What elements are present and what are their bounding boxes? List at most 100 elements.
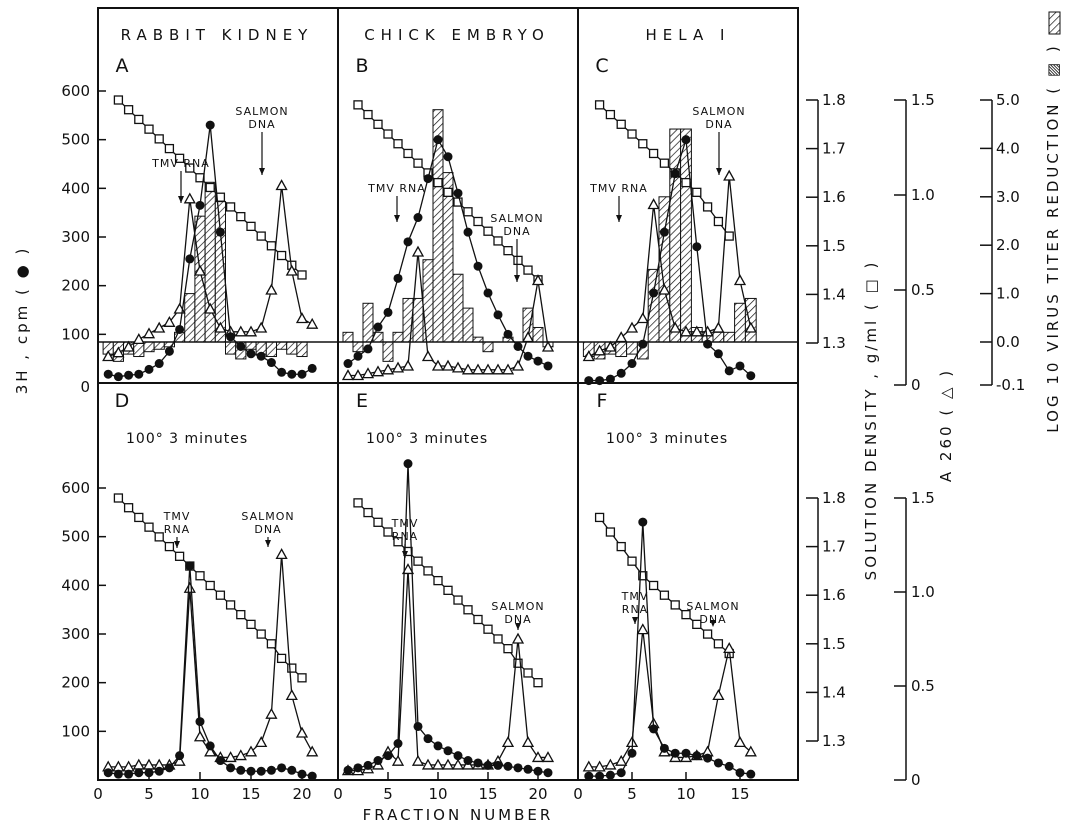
cpm-point bbox=[543, 361, 553, 371]
a260-point bbox=[531, 274, 545, 286]
density-point bbox=[236, 211, 246, 222]
cpm-point bbox=[154, 766, 164, 776]
virus-tick-label: -0.1 bbox=[996, 376, 1025, 394]
a260-point bbox=[636, 312, 649, 324]
a260-point bbox=[604, 758, 617, 770]
a260-point bbox=[647, 198, 660, 210]
cpm-point bbox=[124, 370, 134, 380]
density-tick-label: 1.4 bbox=[822, 285, 846, 303]
virus-bar bbox=[392, 331, 404, 343]
cpm-point bbox=[433, 741, 443, 751]
density-point bbox=[605, 527, 616, 537]
virus-bar bbox=[615, 341, 628, 358]
virus-bar bbox=[194, 215, 206, 343]
cpm-point bbox=[473, 261, 483, 271]
cpm-point bbox=[584, 771, 594, 781]
cpm-point bbox=[195, 200, 205, 210]
density-point bbox=[154, 532, 164, 542]
cpm-point bbox=[533, 766, 543, 776]
a260-point bbox=[615, 331, 628, 343]
cpm-point bbox=[605, 770, 615, 780]
cpm-point bbox=[205, 741, 215, 751]
a260-point bbox=[669, 321, 682, 333]
density-point bbox=[473, 216, 483, 227]
virus-bar bbox=[744, 297, 757, 343]
a260-point bbox=[431, 359, 445, 371]
density-point bbox=[533, 678, 543, 688]
cpm-point bbox=[703, 753, 713, 763]
cpm-line bbox=[588, 139, 752, 382]
density-point bbox=[463, 605, 473, 615]
cpm-point bbox=[503, 329, 513, 339]
annotation-arrowhead bbox=[710, 620, 716, 627]
density-point bbox=[144, 522, 154, 532]
density-point bbox=[383, 527, 393, 537]
density-point bbox=[513, 255, 523, 266]
a260-point bbox=[421, 758, 435, 770]
cpm-point bbox=[443, 152, 453, 162]
cpm-point bbox=[649, 288, 659, 298]
a260-point bbox=[234, 749, 247, 761]
cpm-point bbox=[735, 361, 745, 371]
cpm-point bbox=[363, 760, 373, 770]
cpm-point bbox=[297, 769, 307, 779]
cpm-point bbox=[256, 351, 266, 361]
a260-point bbox=[371, 365, 385, 377]
density-axis-title: SOLUTION DENSITY , g/ml ( □ ) bbox=[862, 260, 880, 581]
density-point bbox=[681, 609, 691, 620]
density-point bbox=[423, 566, 433, 576]
virus-bar bbox=[626, 341, 638, 355]
a260-point bbox=[183, 192, 196, 204]
cpm-point bbox=[659, 743, 669, 753]
a260-point bbox=[431, 758, 445, 770]
density-point bbox=[297, 673, 307, 683]
annotation-label: TMV bbox=[621, 590, 649, 603]
a260-point bbox=[102, 350, 115, 362]
cpm-point bbox=[215, 227, 225, 237]
cpm-point bbox=[363, 344, 373, 354]
annotation-arrowhead bbox=[514, 275, 520, 282]
cpm-point bbox=[164, 346, 174, 356]
cpm-point bbox=[681, 135, 691, 145]
cpm-point bbox=[433, 135, 443, 145]
cpm-point bbox=[144, 364, 154, 374]
y-tick-label: 400 bbox=[61, 179, 90, 197]
a260-point bbox=[306, 317, 319, 329]
density-point bbox=[363, 109, 373, 120]
density-point bbox=[594, 512, 605, 523]
cpm-point bbox=[627, 748, 637, 758]
cpm-point bbox=[343, 359, 353, 369]
a260-point bbox=[401, 359, 415, 371]
a260-tick-label: 1.0 bbox=[911, 583, 935, 601]
x-tick-label: 5 bbox=[144, 785, 154, 803]
cpm-point bbox=[277, 367, 287, 377]
density-point bbox=[144, 124, 154, 134]
cpm-point bbox=[307, 363, 317, 373]
virus-bar bbox=[532, 326, 544, 343]
cpm-point bbox=[403, 459, 413, 469]
density-point bbox=[659, 158, 670, 168]
annotation-label: DNA bbox=[699, 613, 726, 626]
cpm-point bbox=[724, 761, 734, 771]
cpm-point bbox=[266, 765, 276, 775]
density-point bbox=[276, 250, 287, 261]
cpm-point bbox=[746, 371, 756, 381]
virus-bar bbox=[276, 341, 288, 350]
density-point bbox=[702, 629, 713, 639]
annotation-label: SALMON bbox=[235, 105, 288, 118]
density-point bbox=[523, 265, 533, 275]
cpm-point bbox=[523, 351, 533, 361]
cpm-point bbox=[584, 376, 594, 386]
density-point bbox=[443, 187, 453, 197]
density-point bbox=[433, 575, 443, 586]
density-tick-label: 1.5 bbox=[822, 635, 846, 653]
a260-point bbox=[381, 363, 395, 375]
y-tick-label: 400 bbox=[61, 576, 90, 594]
x-tick-label: 0 bbox=[93, 785, 103, 803]
density-point bbox=[453, 595, 463, 605]
annotation-label: SALMON bbox=[491, 600, 544, 613]
cpm-point bbox=[164, 763, 174, 773]
density-point bbox=[123, 105, 134, 115]
cpm-point bbox=[724, 366, 734, 376]
